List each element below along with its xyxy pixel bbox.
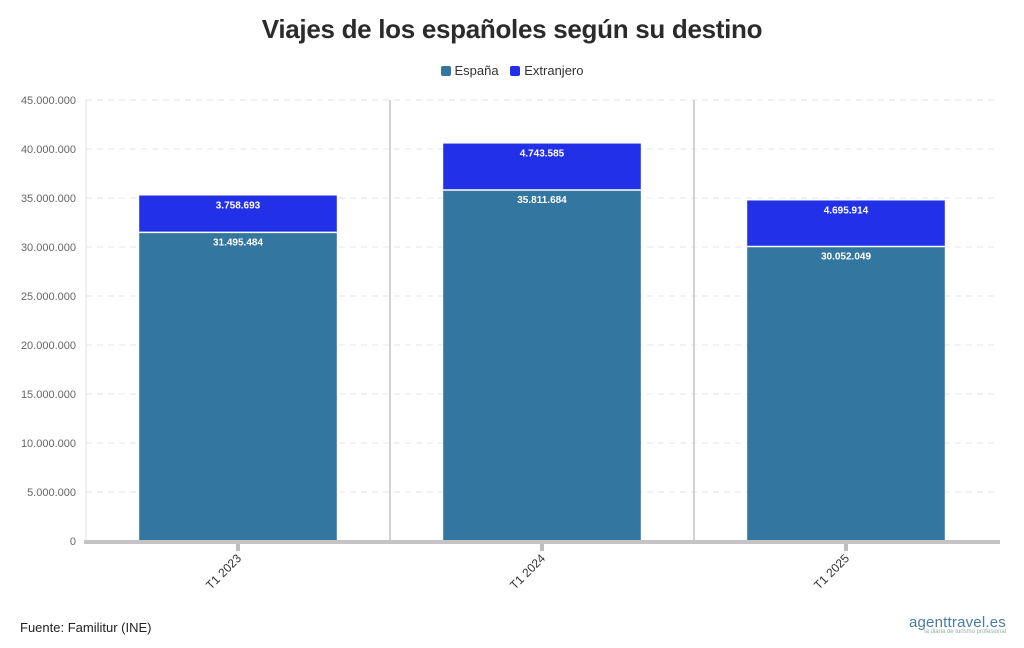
bar-extranjero bbox=[747, 200, 945, 247]
data-label: 4.695.914 bbox=[824, 205, 869, 216]
y-tick-label: 0 bbox=[70, 536, 76, 548]
chart-title: Viajes de los españoles según su destino bbox=[261, 14, 763, 44]
legend-item-espana[interactable]: España bbox=[440, 63, 499, 78]
legend: España Extranjero bbox=[0, 63, 1024, 79]
y-tick-label: 25.000.000 bbox=[21, 291, 76, 303]
y-tick-label: 40.000.000 bbox=[21, 144, 76, 156]
brand-logo: agenttravel.es la diaria de turismo prof… bbox=[909, 614, 1006, 635]
bar-espana bbox=[443, 190, 641, 541]
data-label: 35.811.684 bbox=[517, 195, 567, 206]
data-label: 30.052.049 bbox=[821, 251, 871, 262]
y-tick-label: 10.000.000 bbox=[21, 438, 76, 450]
legend-swatch-espana bbox=[440, 65, 451, 76]
y-tick-label: 20.000.000 bbox=[21, 340, 76, 352]
data-label: 3.758.693 bbox=[216, 201, 261, 212]
legend-label-espana: España bbox=[454, 63, 499, 78]
x-tick-label: T1 2024 bbox=[507, 551, 548, 592]
x-tick-label: T1 2023 bbox=[203, 551, 244, 592]
brand-logo-text: agenttravel.es bbox=[908, 614, 1006, 631]
data-label: 4.743.585 bbox=[520, 149, 565, 160]
y-tick-label: 30.000.000 bbox=[21, 242, 76, 254]
bar-espana bbox=[747, 246, 945, 541]
legend-item-extranjero[interactable]: Extranjero bbox=[510, 63, 583, 78]
data-label: 31.495.484 bbox=[213, 237, 263, 248]
brand-logo-tagline: la diaria de turismo profesional bbox=[924, 629, 1006, 635]
y-tick-label: 35.000.000 bbox=[21, 193, 76, 205]
legend-swatch-extranjero bbox=[510, 65, 521, 76]
source-note: Fuente: Familitur (INE) bbox=[20, 620, 152, 635]
legend-label-extranjero: Extranjero bbox=[524, 63, 584, 78]
bar-espana bbox=[139, 232, 337, 542]
bar-extranjero bbox=[443, 143, 641, 191]
y-tick-label: 15.000.000 bbox=[21, 389, 76, 401]
x-tick-label: T1 2025 bbox=[811, 551, 852, 592]
bar-extranjero bbox=[139, 195, 337, 233]
y-tick-label: 5.000.000 bbox=[27, 487, 76, 499]
y-tick-label: 45.000.000 bbox=[21, 95, 76, 107]
